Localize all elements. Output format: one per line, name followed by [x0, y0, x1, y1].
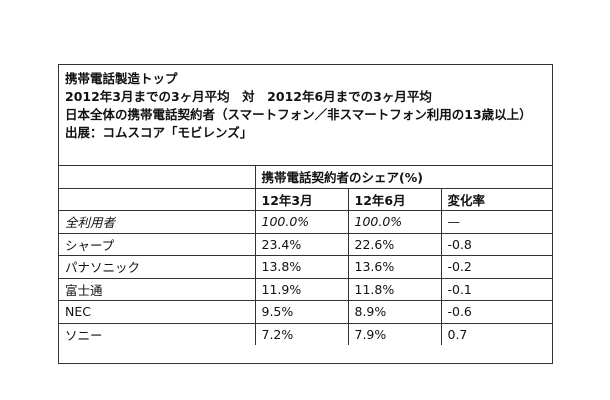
table-row: シャープ 23.4% 22.6% -0.8 — [59, 232, 552, 256]
table-row: パナソニック 13.8% 13.6% -0.2 — [59, 255, 552, 279]
empty-header-cell — [59, 187, 256, 211]
row-name: シャープ — [59, 232, 256, 256]
column-header-row: 12年3月 12年6月 変化率 — [59, 187, 552, 211]
cell-mar: 100.0% — [254, 210, 349, 234]
row-name: 富士通 — [59, 277, 256, 301]
table-row: NEC 9.5% 8.9% -0.6 — [59, 300, 552, 324]
cell-mar: 9.5% — [254, 300, 349, 324]
title-line: 携帯電話製造トップ — [65, 71, 178, 86]
empty-header-cell — [59, 166, 256, 189]
cell-jun: 22.6% — [347, 232, 442, 256]
cell-jun: 7.9% — [347, 322, 442, 345]
population-line: 日本全体の携帯電話契約者（スマートフォン／非スマートフォン利用の13歳以上） — [65, 107, 532, 122]
cell-change: -0.2 — [440, 255, 552, 279]
group-header: 携帯電話契約者のシェア(%) — [254, 166, 552, 189]
cell-change: -0.1 — [440, 277, 552, 301]
cell-mar: 7.2% — [254, 322, 349, 345]
column-header-jun: 12年6月 — [347, 187, 442, 211]
cell-change: -0.8 — [440, 232, 552, 256]
cell-mar: 11.9% — [254, 277, 349, 301]
table-row: 富士通 11.9% 11.8% -0.1 — [59, 277, 552, 301]
cell-jun: 13.6% — [347, 255, 442, 279]
row-name: NEC — [59, 300, 256, 324]
row-name: ソニー — [59, 322, 256, 345]
cell-mar: 13.8% — [254, 255, 349, 279]
cell-jun: 100.0% — [347, 210, 442, 234]
share-table: 携帯電話契約者のシェア(%) 12年3月 12年6月 変化率 全利用者 100.… — [59, 166, 552, 345]
table-title-block: 携帯電話製造トップ 2012年3月までの3ヶ月平均 対 2012年6月までの3ヶ… — [59, 65, 552, 166]
cell-change: -0.6 — [440, 300, 552, 324]
cell-jun: 11.8% — [347, 277, 442, 301]
row-name: 全利用者 — [59, 210, 256, 234]
row-name: パナソニック — [59, 255, 256, 279]
period-line: 2012年3月までの3ヶ月平均 対 2012年6月までの3ヶ月平均 — [65, 89, 432, 104]
table-row: ソニー 7.2% 7.9% 0.7 — [59, 322, 552, 345]
column-header-mar: 12年3月 — [254, 187, 349, 211]
column-header-change: 変化率 — [440, 187, 552, 211]
group-header-row: 携帯電話契約者のシェア(%) — [59, 166, 552, 189]
cell-mar: 23.4% — [254, 232, 349, 256]
share-table-frame: 携帯電話製造トップ 2012年3月までの3ヶ月平均 対 2012年6月までの3ヶ… — [58, 64, 553, 364]
table-row: 全利用者 100.0% 100.0% — — [59, 210, 552, 234]
cell-jun: 8.9% — [347, 300, 442, 324]
source-line: 出展：コムスコア「モビレンズ」 — [65, 125, 253, 140]
cell-change: — — [440, 210, 552, 234]
cell-change: 0.7 — [440, 322, 552, 345]
